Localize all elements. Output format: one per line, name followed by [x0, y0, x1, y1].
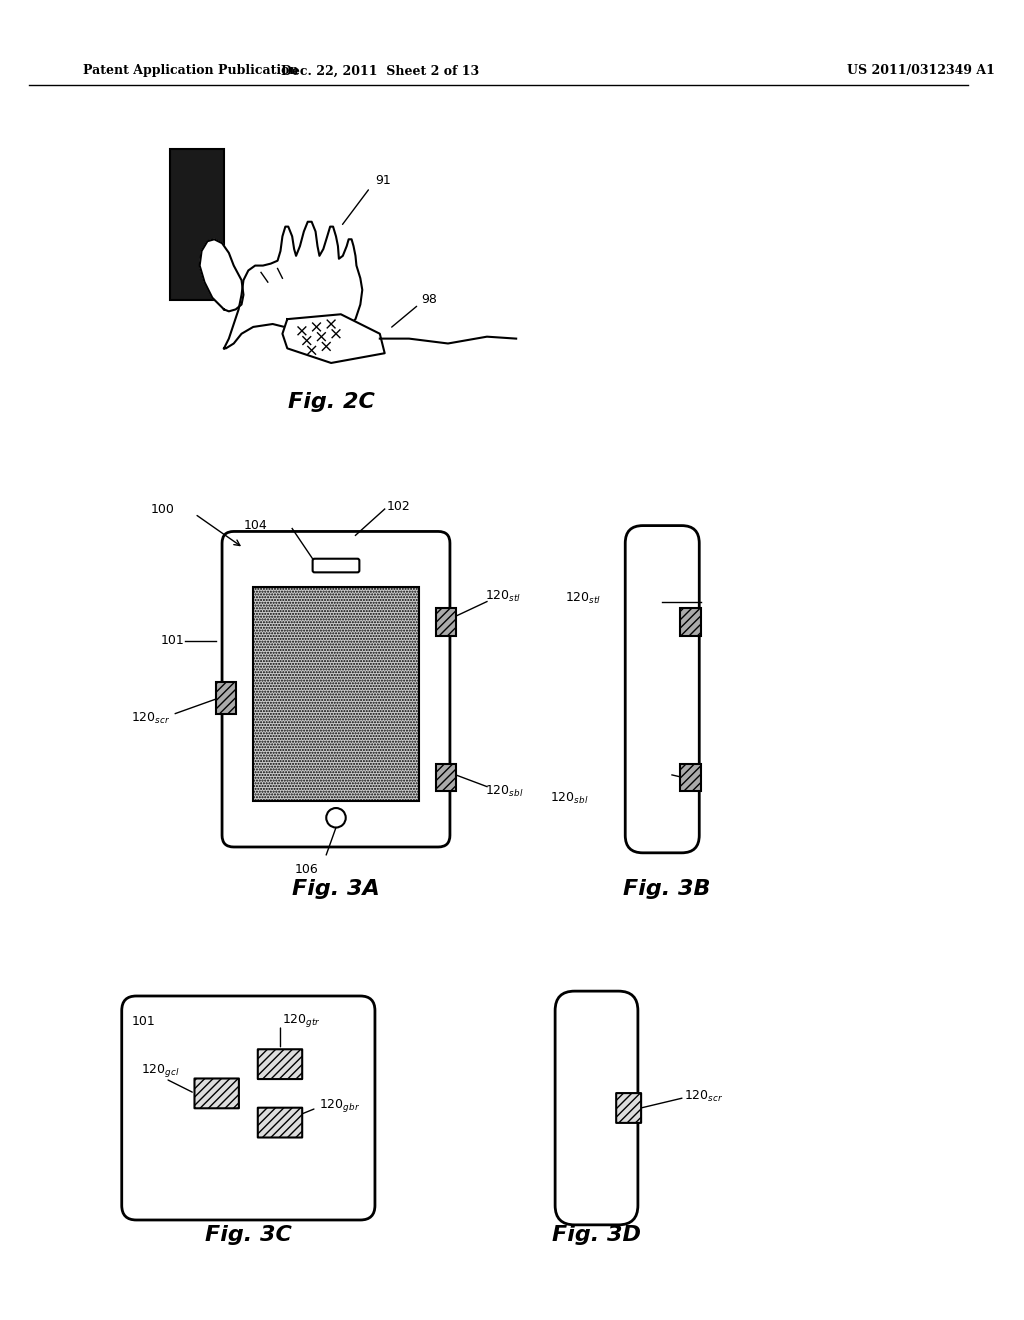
FancyBboxPatch shape: [436, 764, 456, 792]
FancyBboxPatch shape: [436, 609, 456, 636]
FancyBboxPatch shape: [216, 682, 236, 714]
Text: Fig. 3B: Fig. 3B: [624, 879, 711, 899]
Text: 101: 101: [161, 634, 184, 647]
Text: $120_{sbl}$: $120_{sbl}$: [550, 791, 589, 805]
FancyBboxPatch shape: [122, 997, 375, 1220]
Text: Fig. 2C: Fig. 2C: [288, 392, 375, 412]
Polygon shape: [224, 222, 362, 348]
Text: Dec. 22, 2011  Sheet 2 of 13: Dec. 22, 2011 Sheet 2 of 13: [281, 65, 479, 78]
Polygon shape: [283, 314, 385, 363]
Text: $120_{gtr}$: $120_{gtr}$: [283, 1012, 322, 1028]
FancyBboxPatch shape: [222, 532, 450, 847]
Text: 98: 98: [422, 293, 437, 306]
FancyBboxPatch shape: [258, 1107, 302, 1138]
Text: $120_{gbr}$: $120_{gbr}$: [319, 1097, 360, 1114]
Text: Fig. 3A: Fig. 3A: [292, 879, 380, 899]
Bar: [253, 587, 419, 801]
Text: 100: 100: [151, 503, 175, 516]
Text: $120_{sbl}$: $120_{sbl}$: [485, 784, 523, 799]
Text: 101: 101: [131, 1015, 156, 1028]
Text: Fig. 3D: Fig. 3D: [552, 1225, 641, 1245]
FancyBboxPatch shape: [555, 991, 638, 1225]
Text: US 2011/0312349 A1: US 2011/0312349 A1: [847, 65, 995, 78]
Text: Fig. 3C: Fig. 3C: [205, 1225, 292, 1245]
Text: $120_{scr}$: $120_{scr}$: [131, 711, 171, 726]
Text: $120_{gcl}$: $120_{gcl}$: [141, 1063, 180, 1080]
FancyBboxPatch shape: [195, 1078, 239, 1109]
Text: $120_{scr}$: $120_{scr}$: [684, 1089, 723, 1104]
Text: $120_{stl}$: $120_{stl}$: [565, 591, 601, 606]
Text: $120_{stl}$: $120_{stl}$: [485, 589, 521, 605]
Circle shape: [327, 808, 346, 828]
Text: Patent Application Publication: Patent Application Publication: [83, 65, 298, 78]
FancyBboxPatch shape: [616, 1093, 641, 1123]
FancyBboxPatch shape: [170, 149, 224, 300]
Text: 91: 91: [375, 174, 391, 187]
FancyBboxPatch shape: [680, 609, 701, 636]
FancyBboxPatch shape: [258, 1049, 302, 1078]
Text: 102: 102: [387, 500, 411, 512]
FancyBboxPatch shape: [312, 558, 359, 573]
FancyBboxPatch shape: [680, 764, 701, 792]
Polygon shape: [200, 239, 244, 312]
Text: 104: 104: [244, 519, 267, 532]
FancyBboxPatch shape: [626, 525, 699, 853]
Text: 106: 106: [295, 863, 318, 876]
